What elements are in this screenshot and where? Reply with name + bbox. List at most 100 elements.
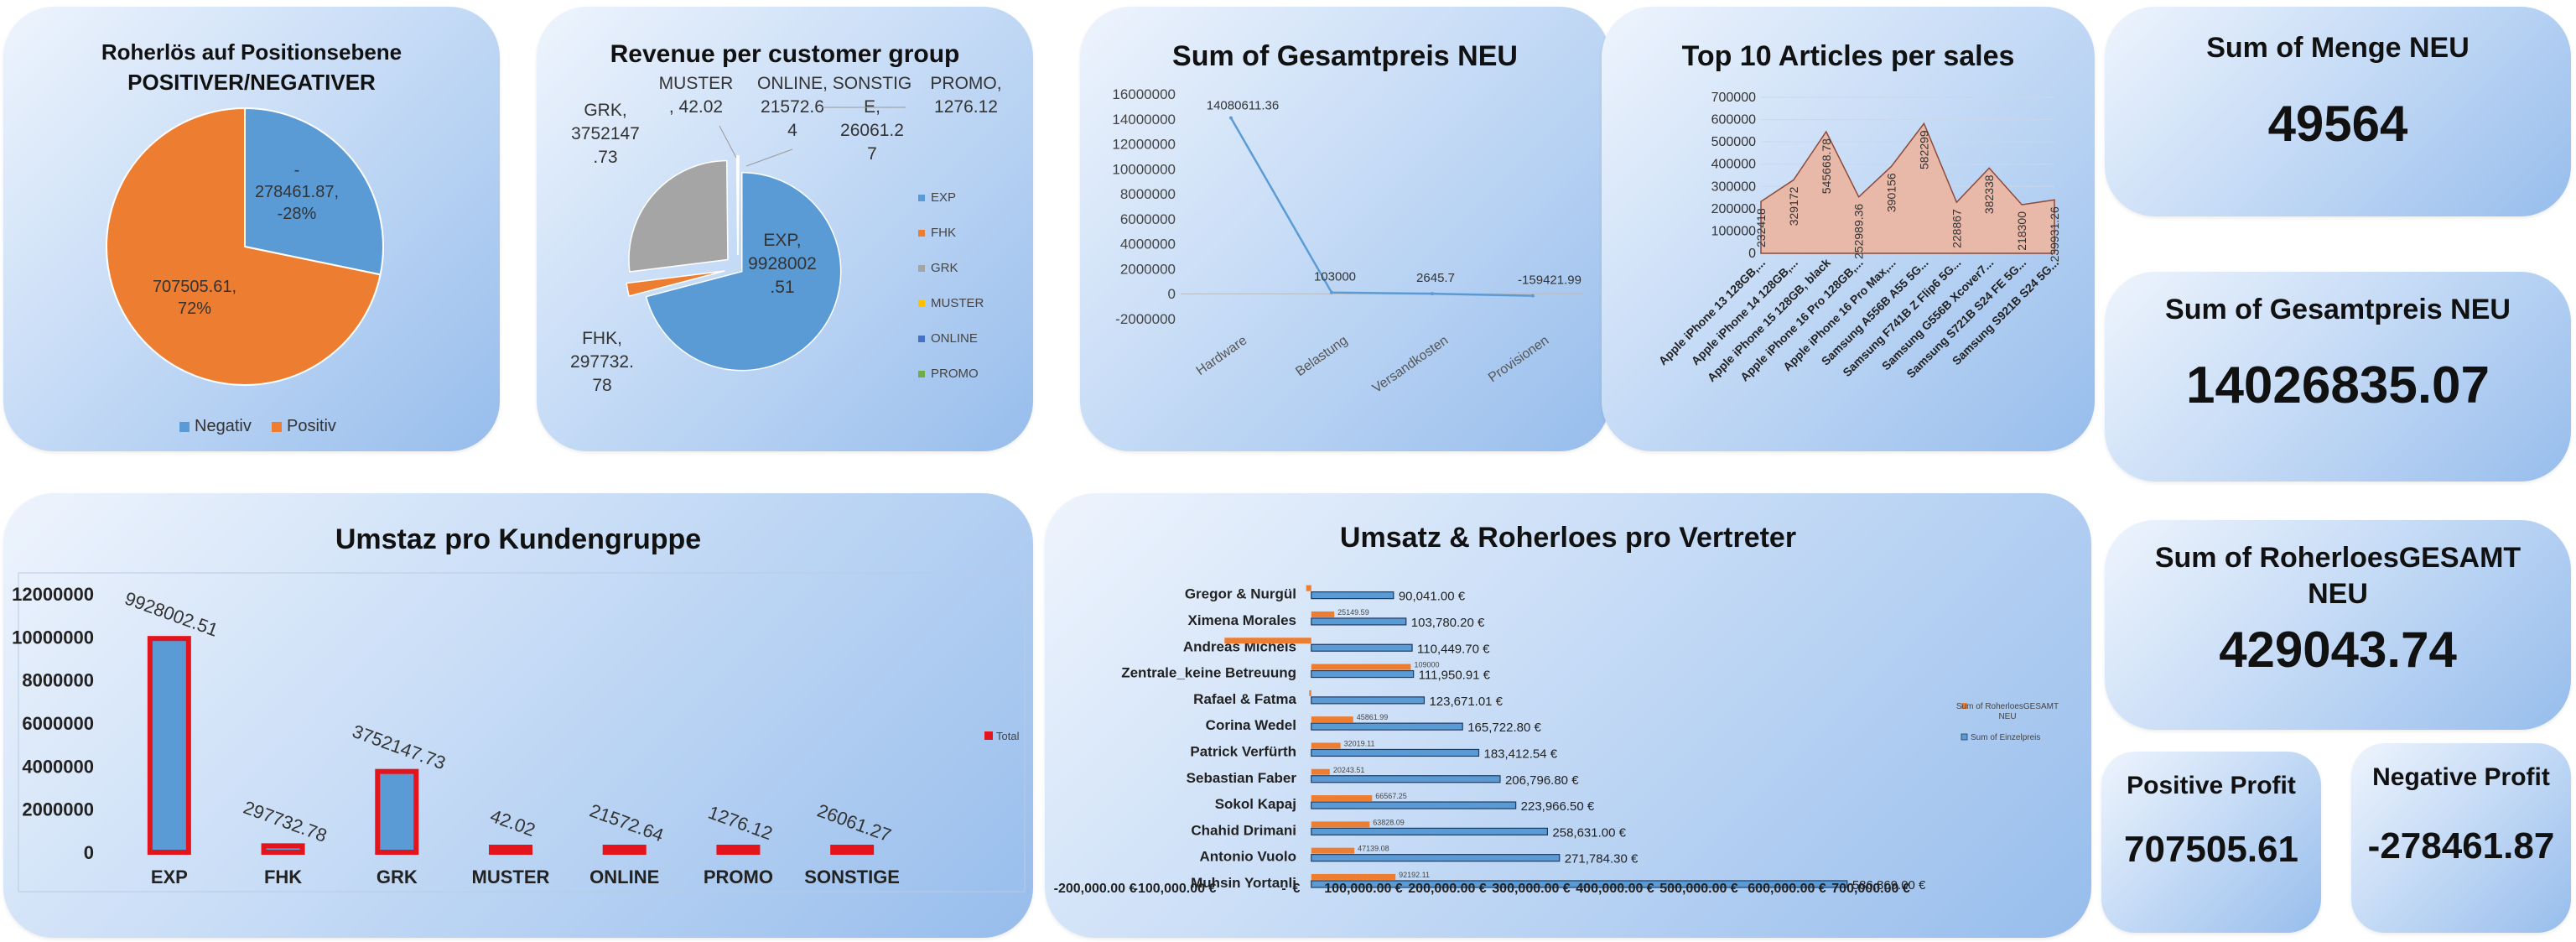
y-tick-label: Sokol Kapaj <box>1215 796 1296 812</box>
bar-muster <box>489 845 532 855</box>
bar-roherloes <box>1311 611 1335 617</box>
y-tick-label: 200000 <box>1711 202 1756 216</box>
legend-label-fhk: FHK <box>931 226 956 240</box>
pie-data-label-fhk: FHK, 297732. 78 <box>570 329 634 395</box>
data-point <box>1229 116 1233 120</box>
y-tick-label: 12000000 <box>12 584 94 605</box>
x-tick-label: 100,000.00 € <box>1324 882 1403 896</box>
bar-roherloes <box>1311 768 1330 775</box>
x-tick-label: Apple iPhone 15 128GB, black <box>1705 256 1833 384</box>
bar-einzelpreis <box>1311 775 1501 783</box>
data-label: 2645.7 <box>1416 271 1455 285</box>
bar-einzelpreis <box>1311 617 1407 626</box>
card-revenue-customer-group: Revenue per customer group EXP, 9928002.5… <box>537 7 1033 451</box>
legend-swatch-total <box>984 731 993 740</box>
bar-einzelpreis <box>1311 591 1394 600</box>
data-label: 42.02 <box>487 805 538 841</box>
data-label-einzelpreis: 111,950.91 € <box>1419 669 1491 683</box>
data-label-einzelpreis: 123,671.01 € <box>1429 695 1503 709</box>
y-tick-label: 12000000 <box>1112 137 1176 153</box>
legend-label-promo: PROMO <box>931 367 979 381</box>
kpi-title: Sum of RoherloesGESAMT NEU <box>2113 540 2563 612</box>
y-tick-label: 0 <box>1748 247 1756 261</box>
bar-roherloes <box>1311 664 1411 670</box>
x-tick-label: GRK <box>377 867 418 887</box>
pie-data-label-promo: PROMO, 1276.12 <box>930 74 1001 117</box>
bar-roherloes <box>1311 873 1396 880</box>
kpi-title-line-2: NEU <box>2308 577 2368 610</box>
kpi-value: 429043.74 <box>2219 622 2457 678</box>
legend-swatch-grk <box>918 265 925 272</box>
kpi-value: -278461.87 <box>2367 825 2555 867</box>
data-label-einzelpreis: 206,796.80 € <box>1505 773 1579 788</box>
kpi-title-line-1: Sum of RoherloesGESAMT <box>2154 542 2521 574</box>
kpi-title: Positive Profit <box>2127 772 2296 799</box>
y-tick-label: Muhsin Yortanli <box>1191 875 1296 891</box>
pie-data-label-negativ: -278461.87, -28% <box>255 161 339 223</box>
hbar-chart-vertreter: Gregor & Nurgül 90,041.00 € Ximena Morales… <box>1054 585 2059 896</box>
y-tick-label: 8000000 <box>22 670 94 691</box>
data-point <box>1431 292 1434 296</box>
y-tick-label: 400000 <box>1711 158 1756 172</box>
data-label: 3752147.73 <box>350 721 449 773</box>
x-tick-label: Provisionen <box>1486 333 1551 385</box>
x-tick-label: Samsung S721B S24 FE 5G... <box>1903 256 2028 381</box>
y-tick-label: Rafael & Fatma <box>1193 691 1296 707</box>
series-line <box>1229 117 1534 297</box>
y-tick-label: 10000000 <box>12 627 94 648</box>
chart-title: Umsatz & Roherloes pro Vertreter <box>1339 522 1797 554</box>
data-label-roherloes: 20243.51 <box>1333 766 1365 774</box>
card-top10-articles: Top 10 Articles per sales 700000 600000 50… <box>1602 7 2095 451</box>
card-gesamtpreis-line: Sum of Gesamtpreis NEU 16000000 14000000 1… <box>1080 7 1610 451</box>
data-label-roherloes: 92192.11 <box>1399 871 1430 879</box>
data-label: 14080611.36 <box>1207 99 1279 113</box>
legend-label-online: ONLINE <box>931 331 978 346</box>
x-tick-label: 500,000.00 € <box>1659 882 1738 896</box>
y-tick-label: 6000000 <box>22 713 94 734</box>
data-label-einzelpreis: 165,722.80 € <box>1467 721 1541 735</box>
data-label-einzelpreis: 183,412.54 € <box>1483 747 1557 761</box>
data-label: 103000 <box>1314 270 1356 284</box>
data-label-roherloes: 63828.09 <box>1373 818 1405 826</box>
y-tick-label: Sebastian Faber <box>1187 770 1297 786</box>
x-tick-label: 300,000.00 € <box>1492 882 1571 896</box>
chart-title-line-2: POSITIVER/NEGATIVER <box>127 70 376 95</box>
kpi-card-positive-profit: Positive Profit 707505.61 <box>2101 752 2321 933</box>
kpi-card-menge: Sum of Menge NEU 49564 <box>2105 7 2571 216</box>
data-point <box>1531 294 1535 298</box>
y-tick-label: -2000000 <box>1115 311 1176 327</box>
chart-title-line-1: Roherlös auf Positionsebene <box>101 39 402 65</box>
data-label: 252989.36 <box>1852 204 1866 259</box>
y-tick-label: 6000000 <box>1120 211 1176 227</box>
data-label-roherloes: 66567.25 <box>1375 792 1407 800</box>
data-label-einzelpreis: 271,784.30 € <box>1565 852 1639 867</box>
kpi-card-gesamtpreis: Sum of Gesamtpreis NEU 14026835.07 <box>2105 272 2571 481</box>
x-tick-label: 700,000.00 € <box>1831 882 1910 896</box>
pie-slice-fhk <box>626 270 725 297</box>
y-tick-label: Antonio Vuolo <box>1199 849 1296 865</box>
data-label-einzelpreis: 258,631.00 € <box>1552 825 1626 840</box>
data-label: 21572.64 <box>587 800 667 846</box>
x-tick-label: - <box>1281 882 1285 896</box>
data-label: 382338 <box>1982 174 1996 214</box>
bar-einzelpreis <box>1311 880 1848 888</box>
x-tick-label: 600,000.00 € <box>1748 882 1826 896</box>
data-label-einzelpreis: 586,869.00 € <box>1852 878 1926 893</box>
pie-slice-grk <box>628 159 729 273</box>
card-umsatz-kundengruppe: Umstaz pro Kundengruppe 12000000 10000000… <box>3 493 1033 938</box>
bar-roherloes <box>1311 742 1341 749</box>
line-chart-gesamtpreis: 16000000 14000000 12000000 10000000 8000000 6… <box>1112 86 1583 396</box>
data-label-roherloes: 47139.08 <box>1358 845 1389 853</box>
data-label: 26061.27 <box>814 800 894 846</box>
y-tick-label: 500000 <box>1711 135 1756 149</box>
bar-roherloes <box>1311 847 1355 854</box>
y-tick-label: 8000000 <box>1120 186 1176 202</box>
x-tick-label: 400,000.00 € <box>1576 882 1654 896</box>
card-umsatz-vertreter: Umsatz & Roherloes pro Vertreter Gregor … <box>1045 493 2091 938</box>
chart-title: Top 10 Articles per sales <box>1681 40 2015 72</box>
y-tick-label: Ximena Morales <box>1188 612 1296 628</box>
bar-promo <box>716 845 761 855</box>
data-label: 9928002.51 <box>122 588 221 641</box>
bar-einzelpreis <box>1311 827 1548 835</box>
kpi-title: Sum of Menge NEU <box>2206 32 2470 64</box>
